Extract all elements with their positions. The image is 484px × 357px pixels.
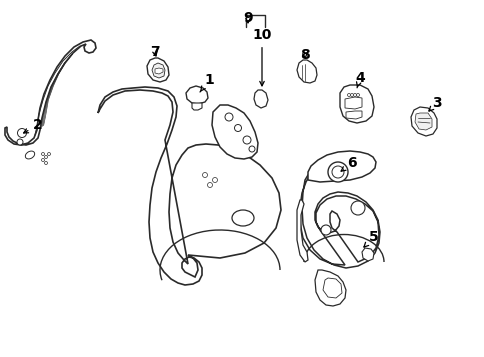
Polygon shape xyxy=(296,200,307,262)
Text: 6: 6 xyxy=(340,156,356,171)
Circle shape xyxy=(350,201,364,215)
Circle shape xyxy=(350,94,353,96)
Circle shape xyxy=(202,172,207,177)
Text: 2: 2 xyxy=(24,118,43,133)
Polygon shape xyxy=(98,87,280,285)
Polygon shape xyxy=(414,113,431,130)
Polygon shape xyxy=(192,103,201,110)
Polygon shape xyxy=(361,248,373,261)
Polygon shape xyxy=(296,60,317,83)
Circle shape xyxy=(242,136,251,144)
Polygon shape xyxy=(307,151,375,182)
Circle shape xyxy=(42,159,45,161)
Polygon shape xyxy=(345,111,361,119)
Ellipse shape xyxy=(25,151,34,159)
Circle shape xyxy=(356,94,359,96)
Circle shape xyxy=(17,139,23,145)
Circle shape xyxy=(248,146,255,152)
Circle shape xyxy=(42,152,45,156)
Polygon shape xyxy=(155,68,163,74)
Polygon shape xyxy=(254,90,268,108)
Text: 10: 10 xyxy=(252,28,271,86)
Polygon shape xyxy=(186,86,208,104)
Polygon shape xyxy=(147,58,168,82)
Text: 4: 4 xyxy=(354,71,364,88)
Text: 3: 3 xyxy=(428,96,441,111)
Text: 1: 1 xyxy=(199,73,213,92)
Circle shape xyxy=(332,166,343,178)
Text: 9: 9 xyxy=(242,11,252,25)
Polygon shape xyxy=(339,85,373,123)
Polygon shape xyxy=(322,278,341,298)
Circle shape xyxy=(212,177,217,182)
Polygon shape xyxy=(314,270,345,306)
Circle shape xyxy=(45,161,47,165)
Circle shape xyxy=(45,156,47,159)
Ellipse shape xyxy=(231,210,254,226)
Circle shape xyxy=(353,94,356,96)
Polygon shape xyxy=(344,97,361,109)
Circle shape xyxy=(347,94,350,96)
Circle shape xyxy=(225,113,232,121)
Polygon shape xyxy=(151,63,165,78)
Circle shape xyxy=(327,162,348,182)
Circle shape xyxy=(17,129,27,137)
Polygon shape xyxy=(5,40,96,145)
Circle shape xyxy=(47,152,50,156)
Circle shape xyxy=(320,225,330,235)
Polygon shape xyxy=(300,175,379,268)
Polygon shape xyxy=(410,107,436,136)
Text: 8: 8 xyxy=(300,48,309,62)
Text: 5: 5 xyxy=(363,230,378,247)
Polygon shape xyxy=(212,105,257,159)
Circle shape xyxy=(207,182,212,187)
Text: 7: 7 xyxy=(150,45,160,59)
Circle shape xyxy=(234,125,241,131)
